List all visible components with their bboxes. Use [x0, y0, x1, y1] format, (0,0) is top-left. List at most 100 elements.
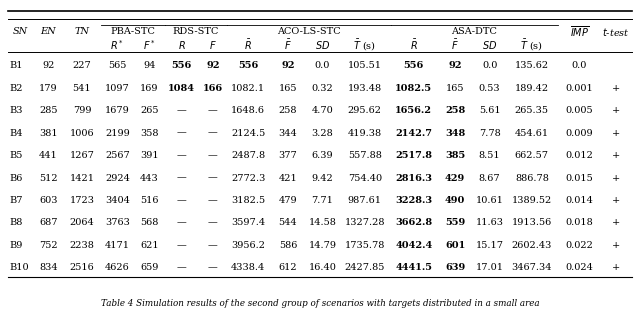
Text: 556: 556 — [238, 61, 259, 70]
Text: +: + — [612, 129, 620, 138]
Text: 3.28: 3.28 — [312, 129, 333, 138]
Text: B5: B5 — [10, 151, 23, 160]
Text: 490: 490 — [445, 196, 465, 205]
Text: +: + — [612, 106, 620, 115]
Text: 165: 165 — [446, 84, 464, 93]
Text: 3182.5: 3182.5 — [231, 196, 266, 205]
Text: 391: 391 — [140, 151, 159, 160]
Text: Table 4 Simulation results of the second group of scenarios with targets distrib: Table 4 Simulation results of the second… — [100, 299, 540, 308]
Text: $R$: $R$ — [178, 39, 186, 51]
Text: 1421: 1421 — [70, 173, 95, 183]
Text: —: — — [208, 173, 218, 183]
Text: $t$-test: $t$-test — [602, 26, 630, 38]
Text: —: — — [208, 241, 218, 250]
Text: $\bar{F}$: $\bar{F}$ — [451, 38, 459, 52]
Text: 227: 227 — [72, 61, 92, 70]
Text: 1389.52: 1389.52 — [512, 196, 552, 205]
Text: 285: 285 — [39, 106, 58, 115]
Text: 0.015: 0.015 — [565, 173, 593, 183]
Text: 165: 165 — [278, 84, 297, 93]
Text: 258: 258 — [445, 106, 465, 115]
Text: 565: 565 — [108, 61, 127, 70]
Text: ASA-DTC: ASA-DTC — [452, 27, 497, 36]
Text: 1656.2: 1656.2 — [395, 106, 432, 115]
Text: ACO-LS-STC: ACO-LS-STC — [277, 27, 341, 36]
Text: 516: 516 — [140, 196, 159, 205]
Text: +: + — [612, 218, 620, 228]
Text: 987.61: 987.61 — [348, 196, 381, 205]
Text: 2516: 2516 — [70, 263, 94, 272]
Text: B10: B10 — [10, 263, 29, 272]
Text: 348: 348 — [445, 129, 465, 138]
Text: 1006: 1006 — [70, 129, 94, 138]
Text: 15.17: 15.17 — [476, 241, 504, 250]
Text: $\bar{T}$ (s): $\bar{T}$ (s) — [353, 37, 376, 52]
Text: —: — — [208, 151, 218, 160]
Text: +: + — [612, 151, 620, 160]
Text: 3467.34: 3467.34 — [511, 263, 552, 272]
Text: 1679: 1679 — [105, 106, 130, 115]
Text: —: — — [208, 196, 218, 205]
Text: 612: 612 — [278, 263, 297, 272]
Text: 0.0: 0.0 — [572, 61, 587, 70]
Text: 3662.8: 3662.8 — [395, 218, 432, 228]
Text: 2199: 2199 — [105, 129, 130, 138]
Text: —: — — [177, 106, 186, 115]
Text: +: + — [612, 84, 620, 93]
Text: 381: 381 — [39, 129, 58, 138]
Text: 662.57: 662.57 — [515, 151, 549, 160]
Text: 603: 603 — [39, 196, 58, 205]
Text: 586: 586 — [279, 241, 297, 250]
Text: —: — — [177, 151, 186, 160]
Text: —: — — [208, 106, 218, 115]
Text: 1913.56: 1913.56 — [512, 218, 552, 228]
Text: 0.014: 0.014 — [565, 196, 593, 205]
Text: 1084: 1084 — [168, 84, 195, 93]
Text: 834: 834 — [39, 263, 58, 272]
Text: 14.79: 14.79 — [308, 241, 337, 250]
Text: 886.78: 886.78 — [515, 173, 549, 183]
Text: 754.40: 754.40 — [348, 173, 382, 183]
Text: 9.42: 9.42 — [312, 173, 333, 183]
Text: $\bar{T}$ (s): $\bar{T}$ (s) — [520, 37, 543, 52]
Text: 1735.78: 1735.78 — [344, 241, 385, 250]
Text: 1082.5: 1082.5 — [395, 84, 432, 93]
Text: EN: EN — [40, 27, 56, 36]
Text: 512: 512 — [39, 173, 58, 183]
Text: —: — — [177, 129, 186, 138]
Text: 419.38: 419.38 — [348, 129, 382, 138]
Text: 8.67: 8.67 — [479, 173, 500, 183]
Text: $\bar{F}$: $\bar{F}$ — [284, 38, 292, 52]
Text: 193.48: 193.48 — [348, 84, 382, 93]
Text: 3228.3: 3228.3 — [395, 196, 432, 205]
Text: $\bar{R}$: $\bar{R}$ — [410, 38, 418, 52]
Text: 4441.5: 4441.5 — [395, 263, 432, 272]
Text: 6.39: 6.39 — [312, 151, 333, 160]
Text: 2924: 2924 — [105, 173, 130, 183]
Text: 4171: 4171 — [105, 241, 130, 250]
Text: +: + — [612, 263, 620, 272]
Text: +: + — [612, 173, 620, 183]
Text: 3763: 3763 — [105, 218, 130, 228]
Text: 7.71: 7.71 — [312, 196, 333, 205]
Text: 0.005: 0.005 — [565, 106, 593, 115]
Text: 0.001: 0.001 — [565, 84, 593, 93]
Text: 92: 92 — [448, 61, 462, 70]
Text: 2064: 2064 — [70, 218, 94, 228]
Text: 601: 601 — [445, 241, 465, 250]
Text: 135.62: 135.62 — [515, 61, 549, 70]
Text: $\overline{IMP}$: $\overline{IMP}$ — [570, 24, 589, 39]
Text: 1267: 1267 — [70, 151, 94, 160]
Text: SN: SN — [13, 27, 28, 36]
Text: $SD$: $SD$ — [482, 39, 497, 51]
Text: 687: 687 — [39, 218, 58, 228]
Text: 4626: 4626 — [105, 263, 130, 272]
Text: B8: B8 — [10, 218, 23, 228]
Text: 2487.8: 2487.8 — [231, 151, 266, 160]
Text: 441: 441 — [39, 151, 58, 160]
Text: —: — — [177, 263, 186, 272]
Text: 2567: 2567 — [105, 151, 130, 160]
Text: 8.51: 8.51 — [479, 151, 500, 160]
Text: 443: 443 — [140, 173, 159, 183]
Text: 92: 92 — [42, 61, 54, 70]
